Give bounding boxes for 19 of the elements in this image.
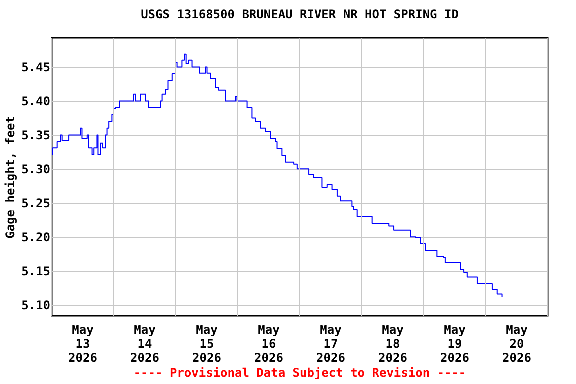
y-tick-label: 5.40 bbox=[22, 94, 50, 109]
x-tick-label: May 14 2026 bbox=[130, 323, 160, 365]
x-tick-label: May 13 2026 bbox=[68, 323, 98, 365]
y-tick-label: 5.45 bbox=[22, 60, 50, 75]
y-tick-label: 5.25 bbox=[22, 196, 50, 211]
y-axis-title: Gage height, feet bbox=[4, 116, 18, 239]
x-tick-label: May 19 2026 bbox=[440, 323, 470, 365]
x-tick-label: May 18 2026 bbox=[378, 323, 408, 365]
x-tick-label: May 16 2026 bbox=[254, 323, 284, 365]
y-tick-label: 5.20 bbox=[22, 230, 50, 245]
y-tick-label: 5.15 bbox=[22, 264, 50, 279]
x-tick-label: May 20 2026 bbox=[502, 323, 532, 365]
y-tick-label: 5.10 bbox=[22, 298, 50, 313]
y-tick-label: 5.35 bbox=[22, 128, 50, 143]
text: ---- Provisional Data Subject to Revision ---- bbox=[134, 366, 466, 380]
x-tick-label: May 15 2026 bbox=[192, 323, 222, 365]
chart-title: USGS 13168500 BRUNEAU RIVER NR HOT SPRING ID bbox=[141, 8, 459, 22]
y-tick-label: 5.30 bbox=[22, 162, 50, 177]
x-tick-label: May 17 2026 bbox=[316, 323, 346, 365]
